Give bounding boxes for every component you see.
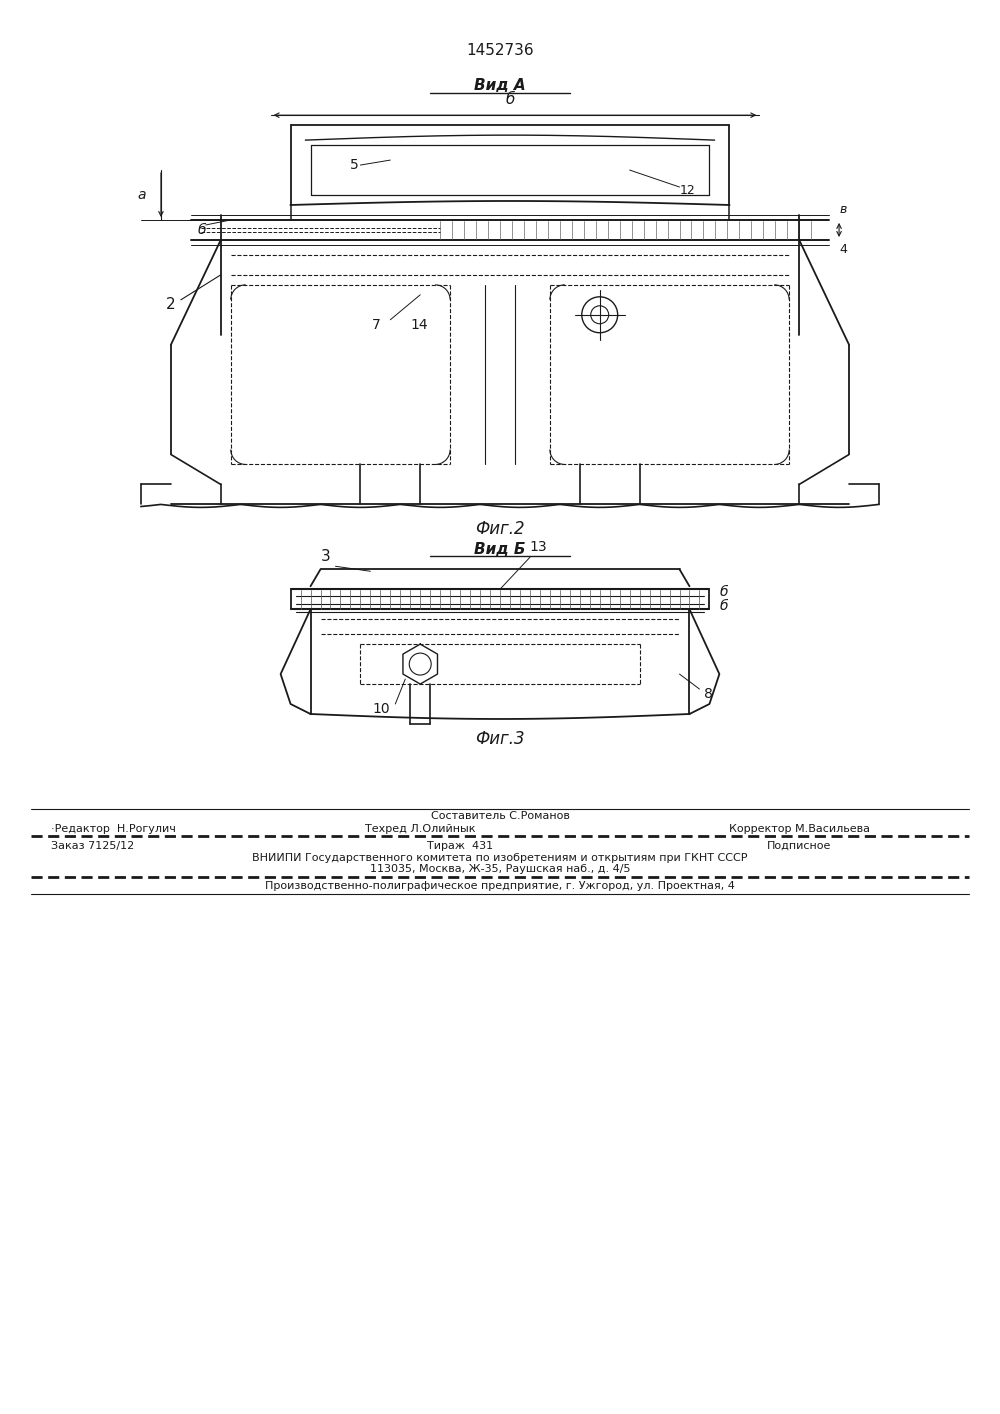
Text: 8: 8 <box>704 687 713 701</box>
Text: Фиг.2: Фиг.2 <box>475 520 525 539</box>
Text: 2: 2 <box>166 297 176 312</box>
Text: Тираж  431: Тираж 431 <box>427 841 493 851</box>
Text: 7: 7 <box>372 318 380 332</box>
Text: 4: 4 <box>839 243 847 256</box>
Text: Фиг.3: Фиг.3 <box>475 730 525 748</box>
Text: 113035, Москва, Ж-35, Раушская наб., д. 4/5: 113035, Москва, Ж-35, Раушская наб., д. … <box>370 864 630 874</box>
Text: Производственно-полиграфическое предприятие, г. Ужгород, ул. Проектная, 4: Производственно-полиграфическое предприя… <box>265 881 735 891</box>
Text: Вид А: Вид А <box>474 78 526 93</box>
Text: 3: 3 <box>321 549 330 564</box>
Text: ·Редактор  Н.Рогулич: ·Редактор Н.Рогулич <box>51 824 176 834</box>
Text: Составитель С.Романов: Составитель С.Романов <box>431 810 569 820</box>
Text: Техред Л.Олийнык: Техред Л.Олийнык <box>365 824 475 834</box>
Text: б: б <box>505 92 515 107</box>
Text: Подписное: Подписное <box>767 841 831 851</box>
Text: б: б <box>197 223 206 238</box>
Text: 14: 14 <box>410 318 428 332</box>
Text: б: б <box>719 585 728 600</box>
Text: Заказ 7125/12: Заказ 7125/12 <box>51 841 134 851</box>
Text: в: в <box>839 204 846 216</box>
Text: б: б <box>719 600 728 614</box>
Text: а: а <box>137 188 146 202</box>
Text: ВНИИПИ Государственного комитета по изобретениям и открытиям при ГКНТ СССР: ВНИИПИ Государственного комитета по изоб… <box>252 853 748 863</box>
Text: 5: 5 <box>350 158 359 173</box>
Text: Вид Б: Вид Б <box>474 542 526 557</box>
Text: 1452736: 1452736 <box>466 42 534 58</box>
Text: 12: 12 <box>680 184 695 197</box>
Text: Корректор М.Васильева: Корректор М.Васильева <box>729 824 870 834</box>
Text: 10: 10 <box>373 701 390 715</box>
Text: 13: 13 <box>530 540 548 554</box>
